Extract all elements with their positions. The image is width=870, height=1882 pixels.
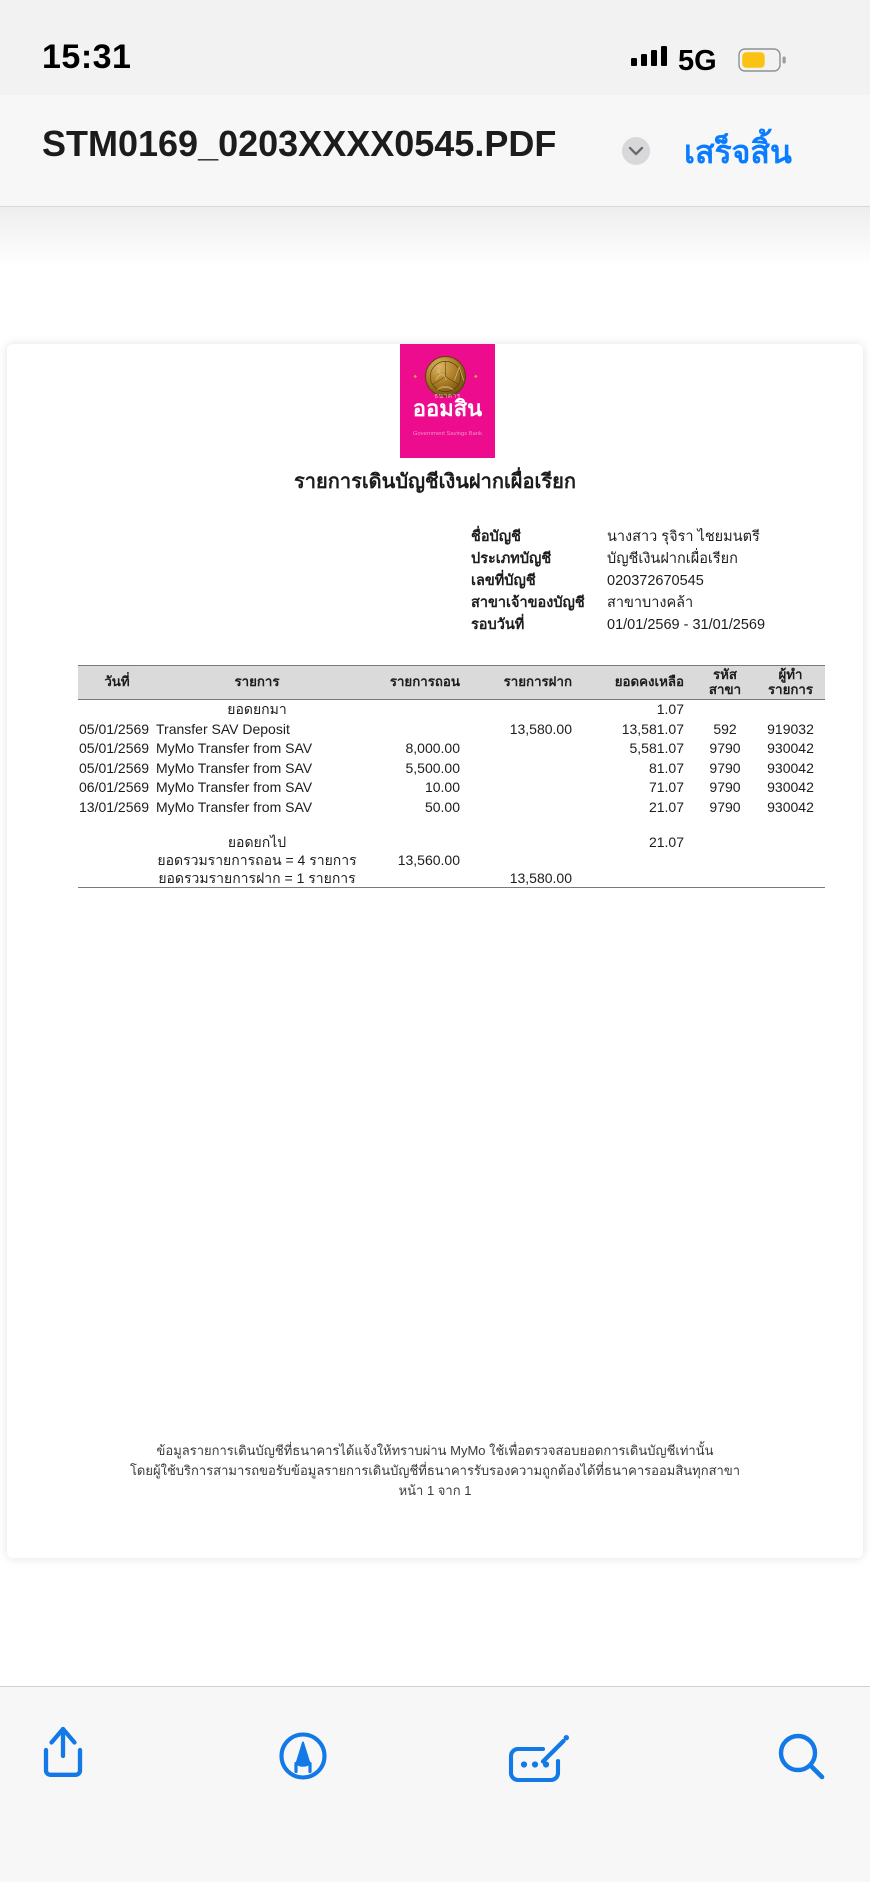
svg-text:ธนาคารออมสิน: ธนาคารออมสิน <box>430 349 462 350</box>
